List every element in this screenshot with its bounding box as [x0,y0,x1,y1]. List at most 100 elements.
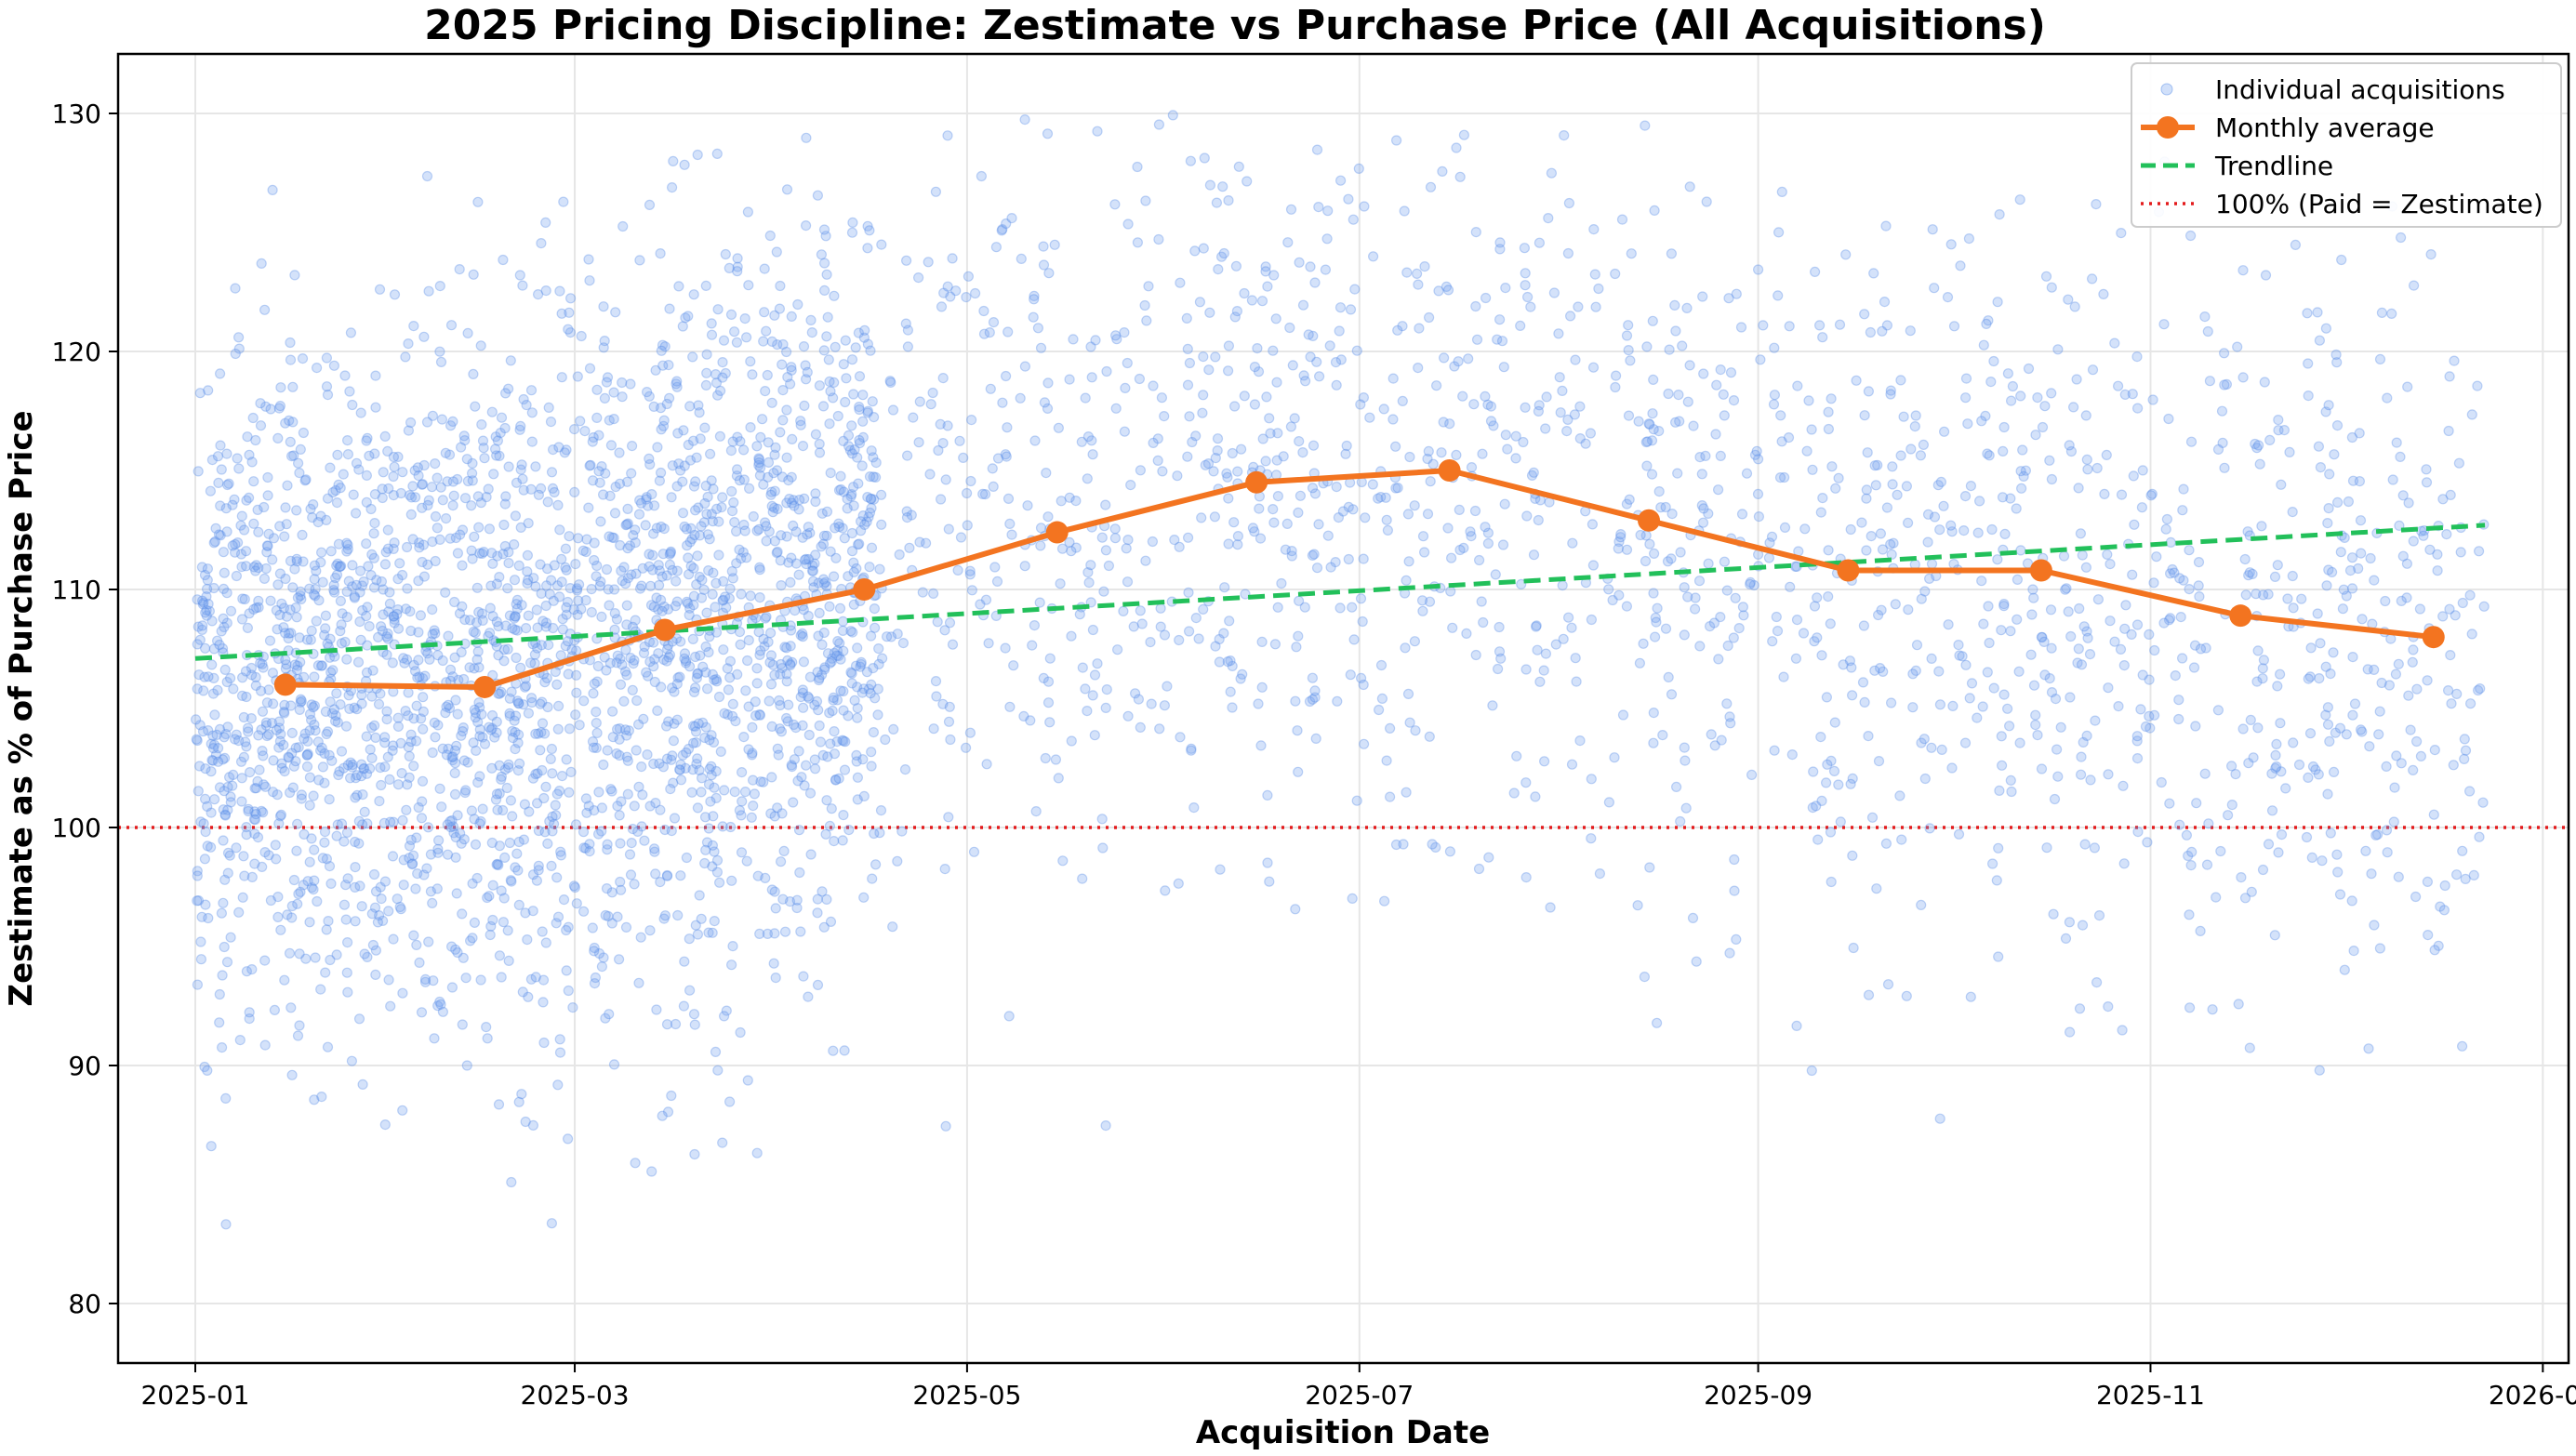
scatter-point [884,376,896,387]
scatter-point [507,732,519,744]
scatter-point [859,324,870,336]
scatter-point [1214,633,1225,645]
scatter-point [773,749,784,761]
scatter-point [510,510,522,522]
scatter-point [1681,302,1693,313]
scatter-point [649,846,660,857]
scatter-point [1313,202,1324,213]
scatter-point [408,321,419,332]
scatter-point [502,383,514,394]
scatter-point [1089,669,1101,681]
scatter-point [351,579,362,591]
scatter-point [1184,357,1196,369]
scatter-point [470,712,481,723]
scatter-point [1100,499,1111,510]
scatter-point [445,533,456,544]
scatter-point [651,592,662,603]
y-tick-label: 80 [68,1289,101,1319]
scatter-point [1355,672,1367,684]
scatter-point [221,588,232,599]
scatter-point [2348,945,2359,957]
scatter-point [1998,445,2009,457]
scatter-point [1310,733,1321,745]
scatter-point [938,287,949,298]
scatter-point [498,254,509,266]
scatter-point [772,802,783,814]
scatter-point [304,708,316,720]
scatter-point [539,827,551,838]
scatter-point [2332,496,2344,509]
scatter-point [2403,690,2414,701]
scatter-point [2142,837,2153,848]
scatter-point [2202,325,2213,338]
scatter-point [330,572,341,584]
scatter-point [291,553,302,564]
scatter-point [293,888,304,900]
scatter-point [379,761,391,773]
scatter-point [2382,847,2393,858]
scatter-point [1029,290,1040,301]
plot-frame [116,52,2570,1365]
scatter-point [1521,510,1533,522]
scatter-point [976,170,988,182]
scatter-point [1955,260,1966,271]
scatter-point [481,491,492,503]
scatter-point [274,811,286,822]
scatter-point [1122,576,1134,588]
scatter-point [2061,583,2072,594]
scatter-point [901,511,913,523]
scatter-point [651,523,663,534]
scatter-point [868,452,879,463]
scatter-point [445,822,457,833]
scatter-point [442,476,453,487]
scatter-point [285,700,297,711]
scatter-point [2287,506,2298,518]
scatter-point [2245,714,2256,726]
scatter-point [2455,547,2466,558]
scatter-point [346,1055,357,1066]
scatter-point [764,695,775,707]
scatter-point [2119,623,2131,634]
scatter-point [289,563,300,575]
scatter-point [376,621,387,632]
scatter-point [305,503,316,515]
scatter-point [225,797,236,808]
scatter-point [714,385,726,396]
scatter-point [1000,449,1011,460]
scatter-point [282,480,293,491]
scatter-point [1713,654,1724,665]
scatter-point [1375,659,1388,671]
scatter-point [259,501,270,513]
scatter-point [1938,500,1949,511]
scatter-point [1413,279,1424,290]
scatter-point [526,407,538,418]
scatter-point [821,893,832,906]
scatter-point [687,351,698,363]
scatter-point [553,442,564,453]
scatter-point [2131,731,2143,742]
scatter-point [718,594,729,605]
scatter-point [537,926,548,937]
scatter-point [551,788,563,800]
scatter-point [493,650,504,661]
scatter-point [1442,523,1454,534]
scatter-point [2395,451,2406,462]
scatter-point [644,580,657,591]
scatter-point [781,404,792,416]
scatter-point [937,373,949,384]
scatter-point [664,549,675,560]
scatter-point [302,735,313,747]
scatter-point [806,327,817,338]
scatter-point [306,714,317,726]
scatter-point [1653,485,1665,497]
scatter-point [825,546,836,557]
scatter-point [1194,297,1206,308]
scatter-point [625,652,636,664]
scatter-point [1907,702,1919,713]
scatter-point [845,626,856,637]
scatter-point [626,837,637,849]
scatter-point [400,603,412,615]
scatter-point [633,509,645,520]
scatter-point [197,595,208,606]
scatter-point [1510,430,1521,442]
